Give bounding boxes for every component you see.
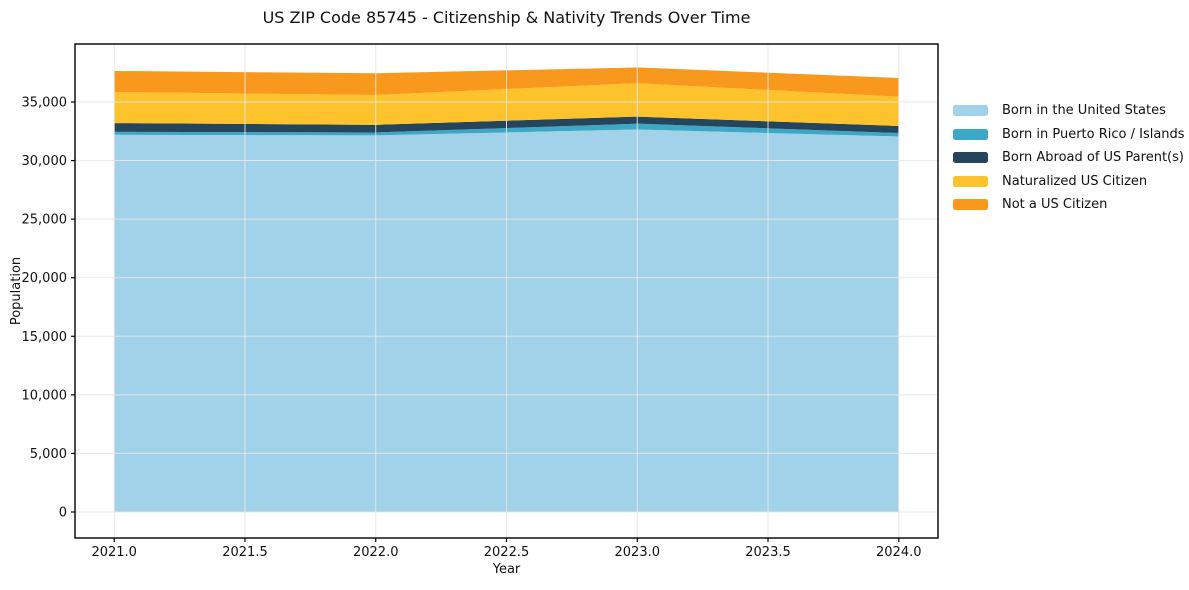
y-tick-label: 25,000: [22, 213, 68, 228]
x-tick-label: 2023.5: [745, 545, 791, 560]
legend-swatch-icon: [953, 128, 988, 140]
x-tick-label: 2022.5: [484, 545, 530, 560]
legend-swatch-icon: [953, 152, 988, 163]
y-tick-label: 10,000: [22, 388, 68, 403]
x-tick-label: 2021.0: [91, 545, 137, 560]
legend-item-2: Born Abroad of US Parent(s): [953, 149, 1185, 166]
legend-item-0: Born in the United States: [953, 102, 1185, 119]
y-tick-label: 15,000: [22, 330, 68, 345]
y-tick-label: 30,000: [22, 154, 68, 169]
legend-label: Born in Puerto Rico / Islands: [1002, 126, 1185, 142]
legend-swatch-icon: [953, 199, 988, 210]
chart-title: US ZIP Code 85745 - Citizenship & Nativi…: [262, 8, 751, 27]
x-tick-label: 2022.0: [353, 545, 399, 560]
y-tick-label: 5,000: [30, 447, 67, 462]
legend: Born in the United States Born in Puerto …: [953, 102, 1185, 220]
x-tick-label: 2024.0: [876, 545, 922, 560]
legend-label: Naturalized US Citizen: [1002, 173, 1148, 189]
legend-label: Born in the United States: [1002, 103, 1166, 118]
x-tick-label: 2023.0: [615, 545, 661, 560]
legend-label: Born Abroad of US Parent(s): [1002, 150, 1184, 165]
legend-item-1: Born in Puerto Rico / Islands: [953, 126, 1185, 143]
legend-label: Not a US Citizen: [1002, 197, 1108, 212]
legend-item-3: Naturalized US Citizen: [953, 173, 1185, 190]
y-tick-label: 35,000: [22, 95, 68, 110]
y-tick-label: 0: [59, 505, 67, 520]
y-tick-label: 20,000: [22, 271, 68, 286]
legend-swatch-icon: [953, 175, 988, 187]
x-axis-label: Year: [492, 562, 521, 577]
legend-item-4: Not a US Citizen: [953, 196, 1185, 213]
x-tick-label: 2021.5: [222, 545, 268, 560]
legend-swatch-icon: [953, 105, 988, 116]
